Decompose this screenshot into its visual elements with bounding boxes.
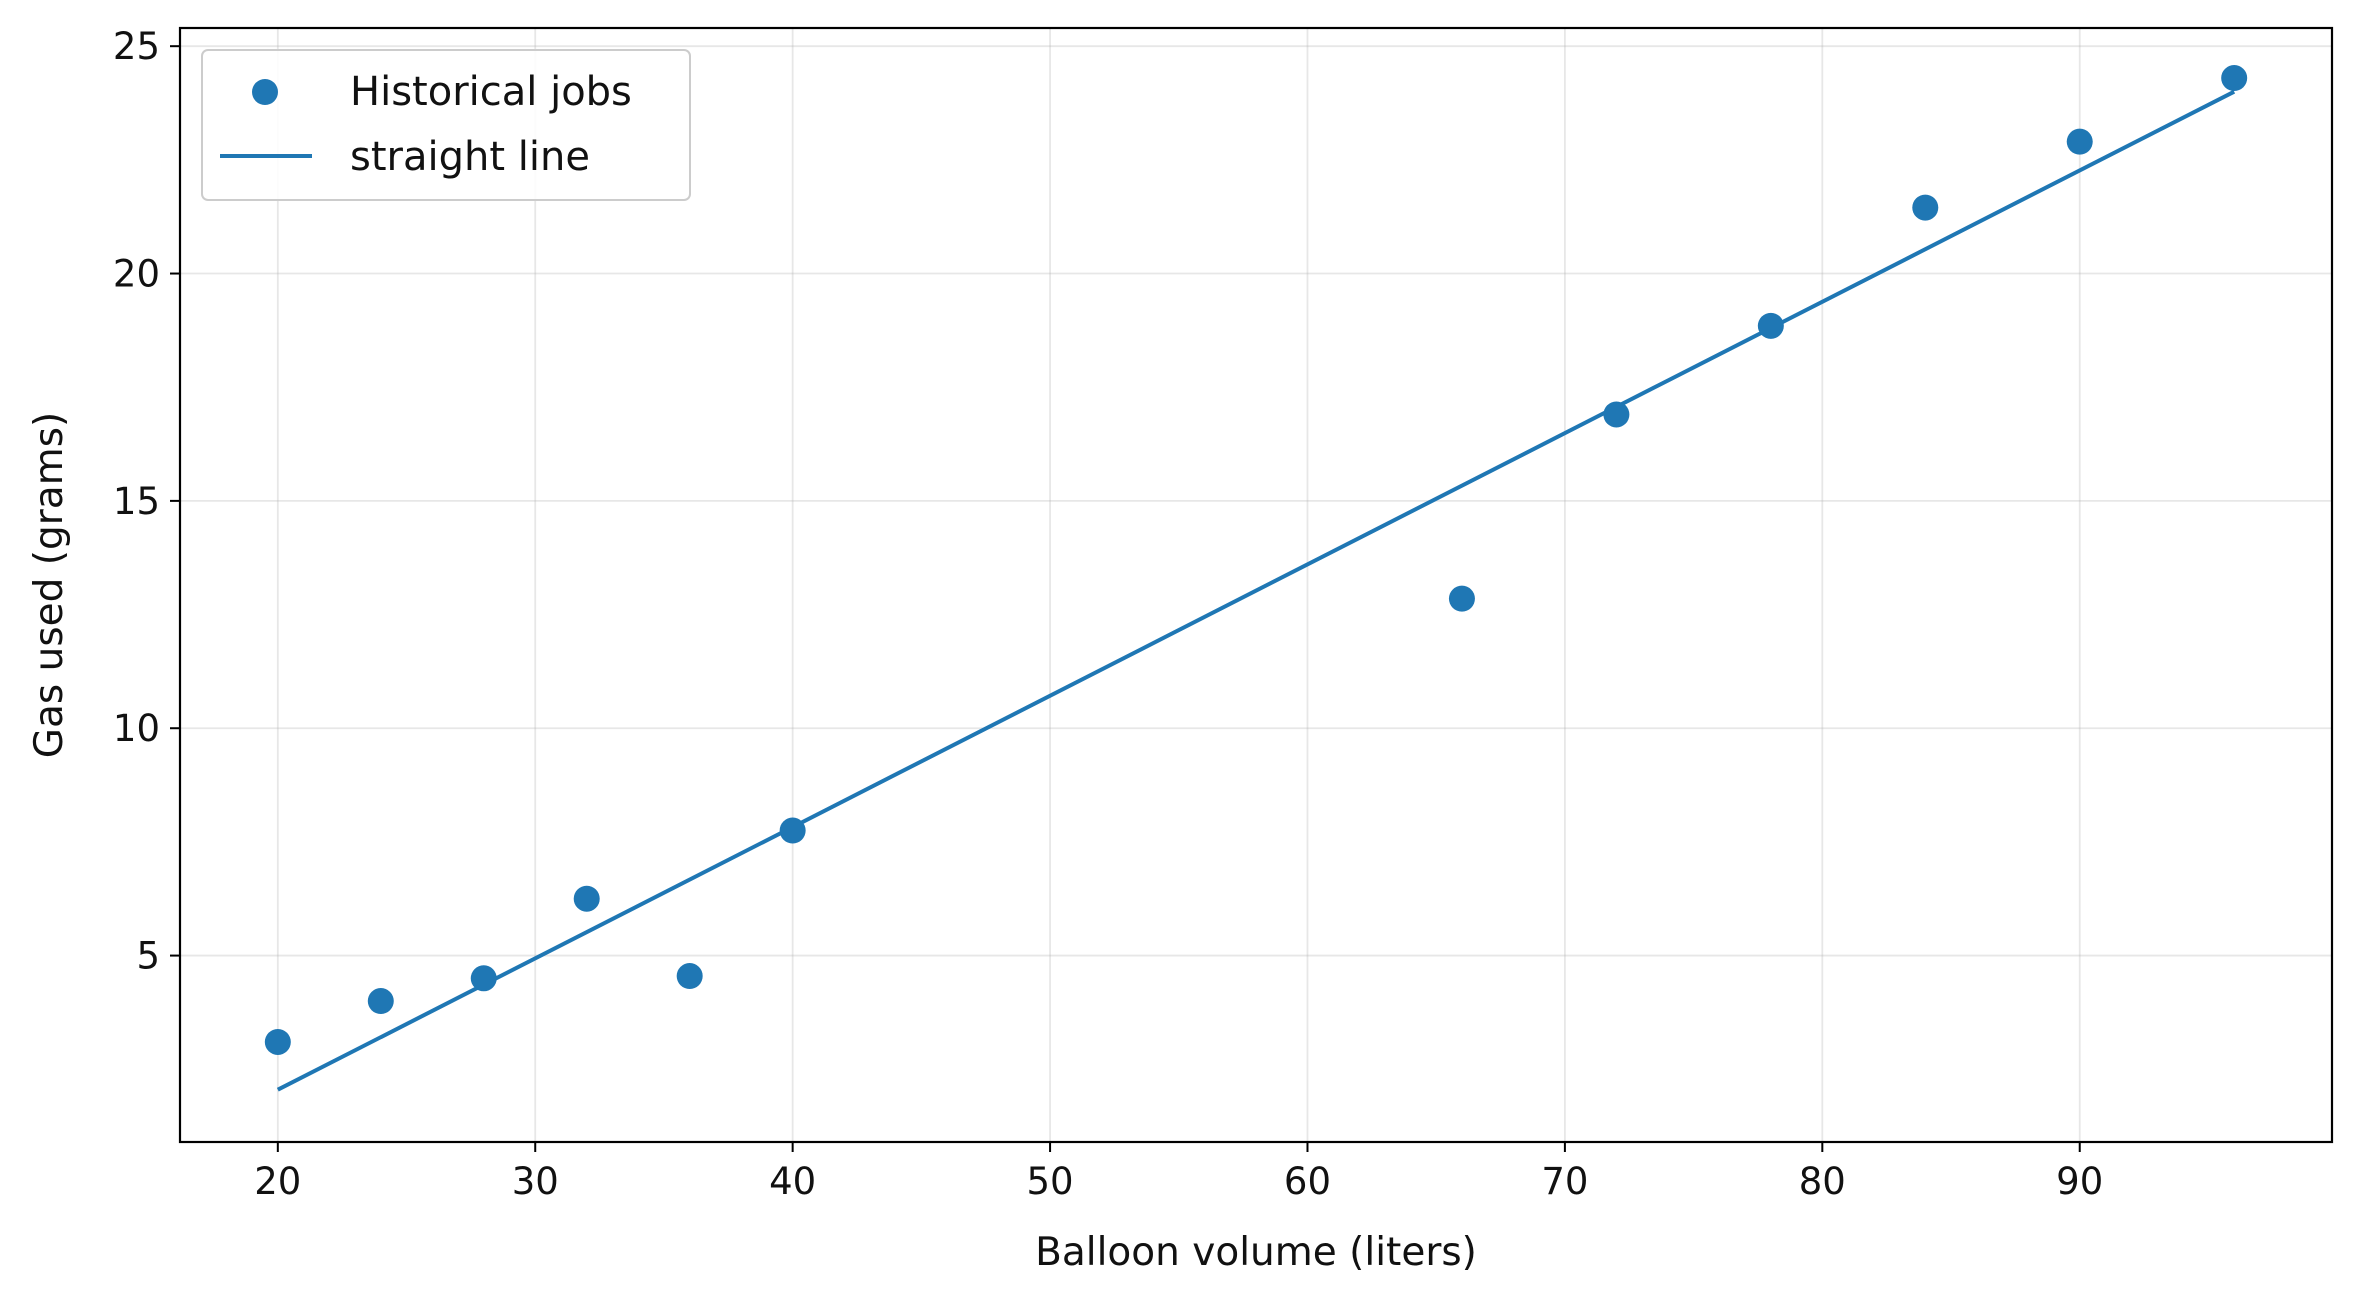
- legend-line-label: straight line: [350, 134, 590, 180]
- scatter-point: [1757, 312, 1784, 339]
- y-axis-label: Gas used (grams): [27, 412, 72, 758]
- scatter-point: [2221, 65, 2248, 92]
- x-tick-label: 90: [2056, 1160, 2103, 1203]
- y-tick-label: 5: [136, 935, 160, 978]
- legend-scatter-label: Historical jobs: [350, 69, 632, 115]
- y-tick-label: 15: [113, 480, 160, 523]
- scatter-point: [1448, 585, 1475, 612]
- scatter-point: [573, 885, 600, 912]
- x-tick-label: 50: [1027, 1160, 1074, 1203]
- legend-box: [201, 49, 691, 201]
- scatter-point: [1912, 194, 1939, 221]
- scatter-point: [676, 963, 703, 990]
- legend: Historical jobs straight line: [201, 49, 691, 201]
- scatter-point: [779, 817, 806, 844]
- plot-data: [264, 65, 2248, 1092]
- scatter-point: [264, 1028, 291, 1055]
- x-tick-label: 70: [1541, 1160, 1588, 1203]
- scatter-point: [367, 988, 394, 1015]
- y-tick-label: 25: [113, 25, 160, 68]
- x-tick-label: 20: [254, 1160, 301, 1203]
- y-tick-label: 20: [113, 253, 160, 296]
- x-tick-label: 40: [769, 1160, 816, 1203]
- axis-ticks: 20 30 40 50 60 70 80 90 5 10 15 20 25: [113, 25, 2103, 1203]
- legend-scatter-marker: [252, 79, 278, 105]
- scatter-point: [2066, 128, 2093, 155]
- x-tick-label: 30: [512, 1160, 559, 1203]
- x-axis-label: Balloon volume (liters): [1035, 1230, 1477, 1275]
- x-tick-label: 60: [1284, 1160, 1331, 1203]
- scatter-point: [1603, 401, 1630, 428]
- fit-line: [276, 89, 2236, 1092]
- plot-frame: [178, 26, 2334, 1144]
- x-tick-label: 80: [1799, 1160, 1846, 1203]
- scatter-point: [470, 965, 497, 992]
- y-tick-label: 10: [113, 707, 160, 750]
